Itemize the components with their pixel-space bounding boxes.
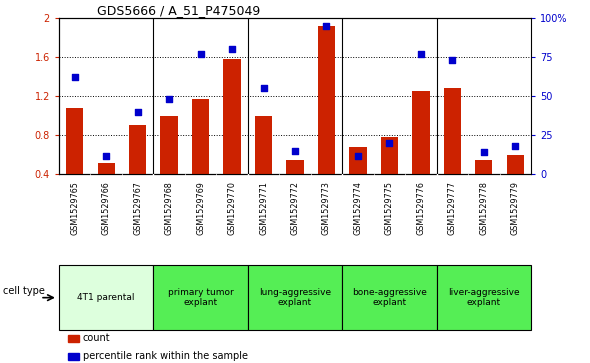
Bar <box>160 116 178 174</box>
Bar <box>475 160 493 174</box>
Bar <box>444 89 461 174</box>
Text: primary tumor
explant: primary tumor explant <box>168 288 234 307</box>
Text: GSM1529769: GSM1529769 <box>196 182 205 235</box>
Text: GSM1529770: GSM1529770 <box>228 182 237 235</box>
Point <box>322 23 331 29</box>
FancyBboxPatch shape <box>248 265 342 330</box>
Text: GSM1529766: GSM1529766 <box>101 182 111 235</box>
Text: GSM1529767: GSM1529767 <box>133 182 142 235</box>
Bar <box>68 335 79 342</box>
Point <box>385 140 394 146</box>
FancyBboxPatch shape <box>437 265 531 330</box>
Point <box>101 152 111 158</box>
Text: GSM1529779: GSM1529779 <box>511 182 520 236</box>
Text: 4T1 parental: 4T1 parental <box>77 293 135 302</box>
Bar <box>349 147 366 174</box>
Bar <box>97 163 115 174</box>
Bar <box>286 160 304 174</box>
Point <box>416 51 425 57</box>
Point <box>259 85 268 91</box>
Text: GSM1529778: GSM1529778 <box>479 182 489 235</box>
Point <box>165 97 174 102</box>
Text: lung-aggressive
explant: lung-aggressive explant <box>259 288 331 307</box>
Text: liver-aggressive
explant: liver-aggressive explant <box>448 288 520 307</box>
Point <box>510 143 520 149</box>
Bar <box>129 126 146 174</box>
Text: count: count <box>83 334 110 343</box>
Bar <box>507 155 524 174</box>
Bar <box>255 116 272 174</box>
Point <box>196 51 205 57</box>
Text: GSM1529777: GSM1529777 <box>448 182 457 236</box>
Bar <box>381 137 398 174</box>
Text: GSM1529775: GSM1529775 <box>385 182 394 236</box>
Text: GSM1529771: GSM1529771 <box>259 182 268 235</box>
Point <box>70 74 80 80</box>
FancyBboxPatch shape <box>59 265 153 330</box>
Bar <box>224 59 241 174</box>
Point <box>227 46 237 52</box>
Bar <box>68 352 79 360</box>
Text: GSM1529776: GSM1529776 <box>417 182 425 235</box>
Text: GSM1529772: GSM1529772 <box>290 182 300 236</box>
Bar <box>318 26 335 174</box>
Point <box>290 148 300 154</box>
Point <box>133 109 142 115</box>
Text: bone-aggressive
explant: bone-aggressive explant <box>352 288 427 307</box>
Bar <box>192 99 209 174</box>
Text: GSM1529765: GSM1529765 <box>70 182 79 235</box>
Bar <box>412 91 430 174</box>
FancyBboxPatch shape <box>342 265 437 330</box>
Text: cell type: cell type <box>3 286 45 296</box>
Text: GDS5666 / A_51_P475049: GDS5666 / A_51_P475049 <box>97 4 260 17</box>
Text: percentile rank within the sample: percentile rank within the sample <box>83 351 248 362</box>
Text: GSM1529768: GSM1529768 <box>165 182 173 235</box>
Point <box>448 57 457 63</box>
Point <box>353 152 363 158</box>
Text: GSM1529773: GSM1529773 <box>322 182 331 235</box>
Text: GSM1529774: GSM1529774 <box>353 182 362 235</box>
FancyBboxPatch shape <box>153 265 248 330</box>
Point <box>479 150 489 155</box>
Bar <box>66 108 83 174</box>
